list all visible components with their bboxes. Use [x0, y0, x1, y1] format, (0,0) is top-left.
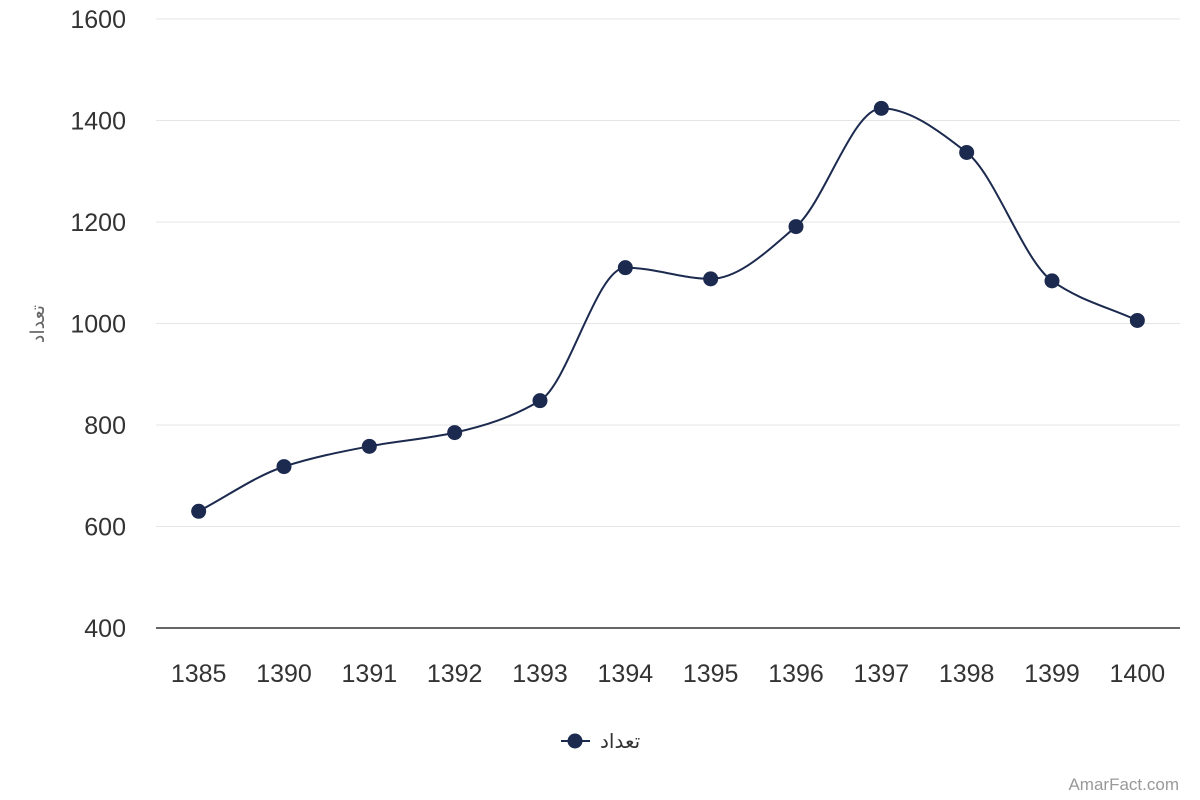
x-tick-label: 1398 — [939, 660, 995, 688]
y-tick-label: 800 — [84, 412, 126, 440]
y-tick-label: 600 — [84, 514, 126, 542]
data-point[interactable] — [873, 100, 889, 116]
y-tick-label: 1400 — [70, 108, 126, 136]
x-tick-label: 1392 — [427, 660, 483, 688]
data-point[interactable] — [788, 219, 804, 235]
y-tick-label: 1200 — [70, 209, 126, 237]
x-tick-label: 1385 — [171, 660, 227, 688]
x-tick-label: 1393 — [512, 660, 568, 688]
x-tick-label: 1395 — [683, 660, 739, 688]
y-axis-title: تعداد — [28, 305, 49, 343]
data-point[interactable] — [191, 503, 207, 519]
y-tick-label: 1000 — [70, 311, 126, 339]
grid-lines — [156, 18, 1180, 527]
x-tick-label: 1391 — [342, 660, 398, 688]
x-tick-label: 1396 — [768, 660, 824, 688]
x-tick-label: 1397 — [854, 660, 910, 688]
x-axis-tick-labels: 1385 1390 1391 1392 1393 1394 1395 1396 1397 1398… — [171, 660, 1165, 688]
data-point[interactable] — [617, 260, 633, 276]
series-group[interactable] — [191, 100, 1145, 519]
legend-label: تعداد — [600, 731, 640, 753]
x-tick-label: 1390 — [256, 660, 312, 688]
legend-marker — [567, 733, 583, 749]
legend[interactable]: تعداد — [561, 731, 640, 753]
credit-link[interactable]: AmarFact.com — [1068, 775, 1179, 794]
series-line — [198, 107, 1138, 513]
data-point[interactable] — [959, 144, 975, 160]
data-point[interactable] — [1129, 312, 1145, 328]
y-tick-label: 400 — [84, 615, 126, 643]
data-point[interactable] — [1044, 273, 1060, 289]
data-point[interactable] — [447, 425, 463, 441]
data-point[interactable] — [703, 271, 719, 287]
x-tick-label: 1400 — [1110, 660, 1166, 688]
data-point[interactable] — [361, 438, 377, 454]
x-tick-label: 1399 — [1024, 660, 1080, 688]
y-tick-label: 1600 — [70, 6, 126, 34]
y-axis-tick-labels: 400 600 800 1000 1200 1400 1600 — [70, 6, 126, 643]
data-point[interactable] — [276, 459, 292, 475]
data-point[interactable] — [532, 393, 548, 409]
x-tick-label: 1394 — [598, 660, 654, 688]
